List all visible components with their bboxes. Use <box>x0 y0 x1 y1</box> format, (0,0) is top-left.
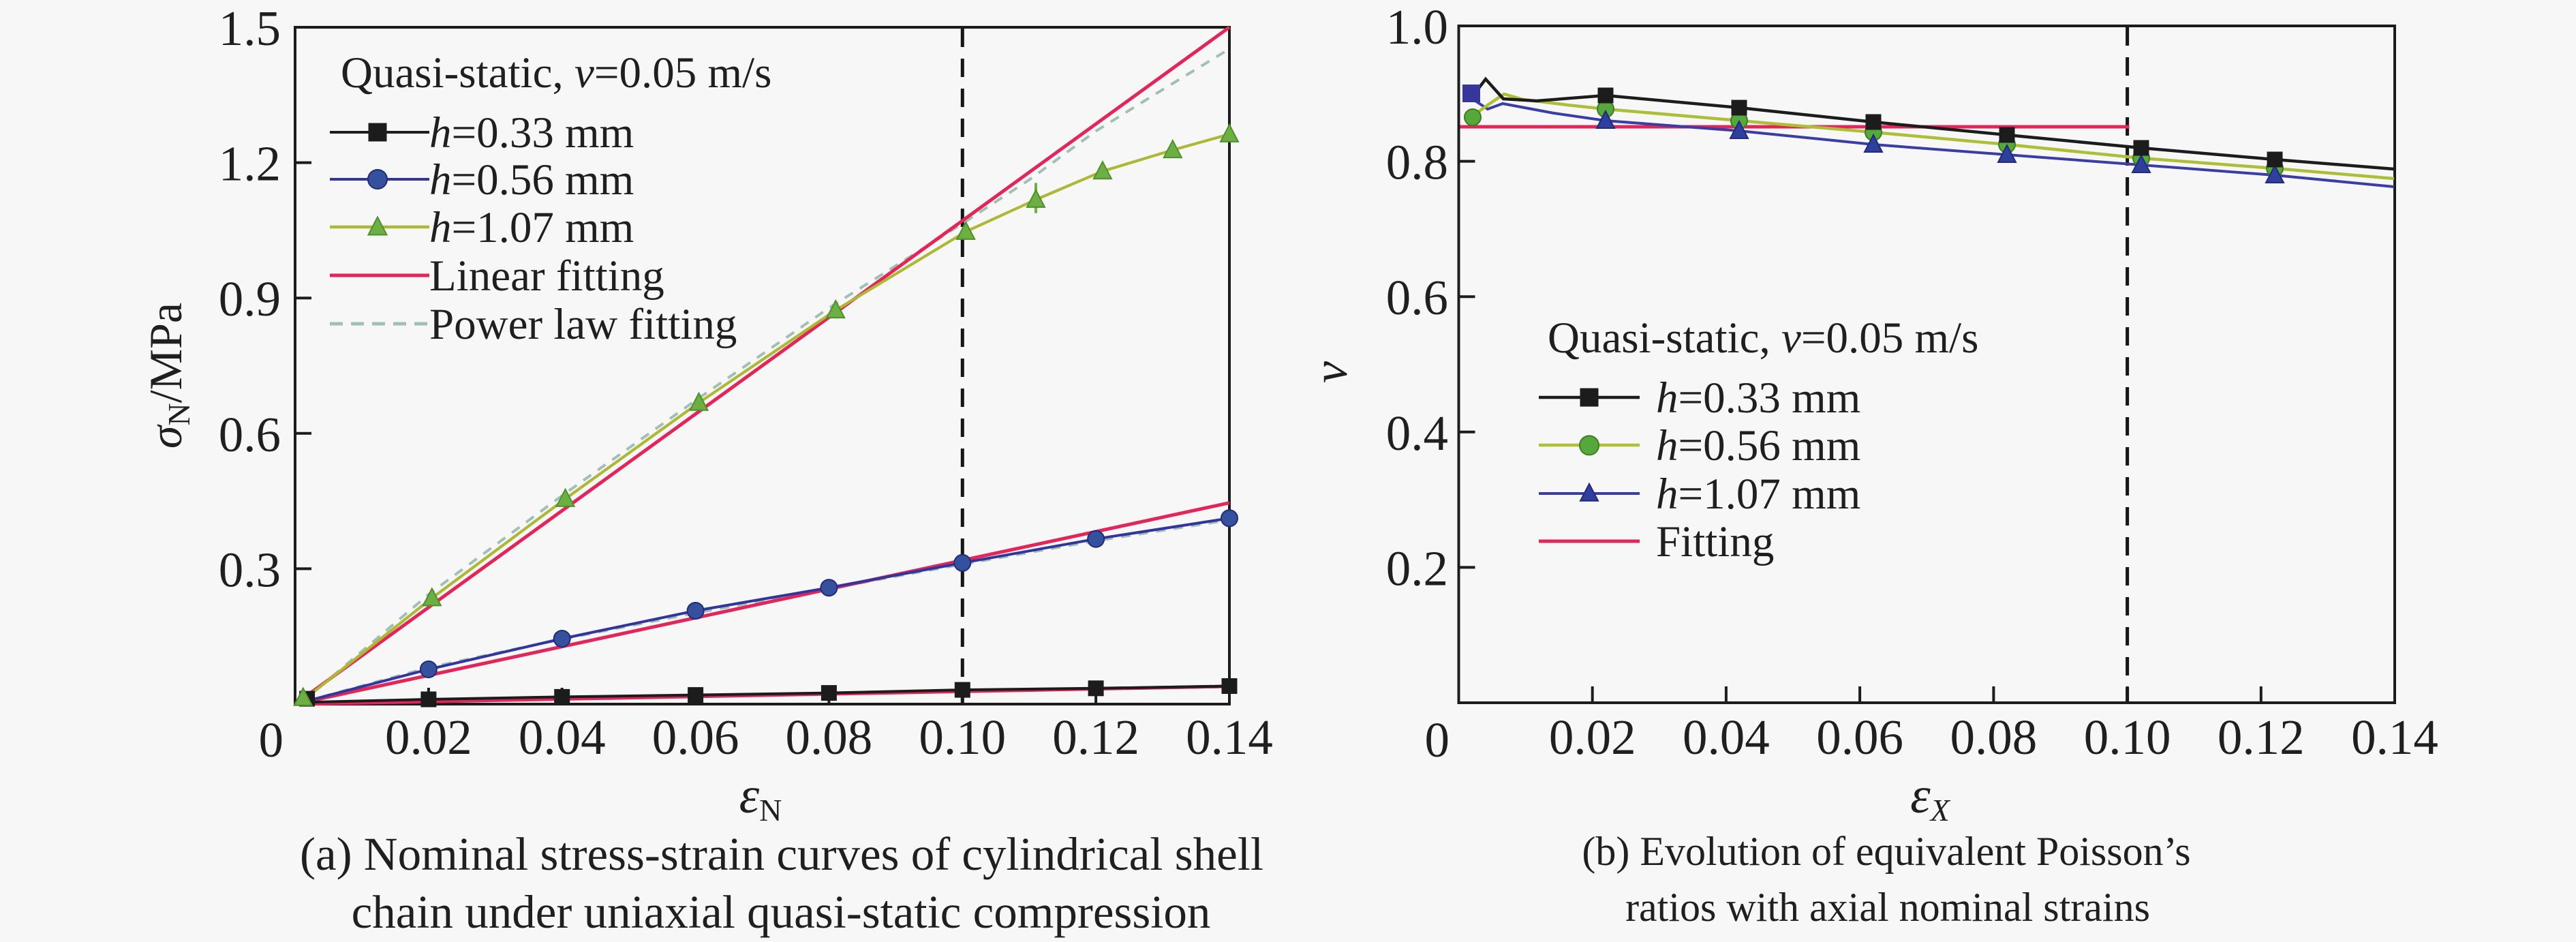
svg-text:h=0.33 mm: h=0.33 mm <box>429 108 634 157</box>
svg-text:Quasi-static, v=0.05 m/s: Quasi-static, v=0.05 m/s <box>1548 314 1978 363</box>
svg-text:0: 0 <box>259 712 284 768</box>
svg-text:0.04: 0.04 <box>519 710 606 765</box>
svg-text:0: 0 <box>1425 712 1450 768</box>
svg-text:Linear fitting: Linear fitting <box>429 252 664 301</box>
svg-text:0.08: 0.08 <box>786 710 873 765</box>
svg-text:1.0: 1.0 <box>1386 0 1448 55</box>
svg-text:0.4: 0.4 <box>1386 406 1448 461</box>
svg-text:0.14: 0.14 <box>2351 710 2438 765</box>
svg-text:εX: εX <box>1910 768 1951 827</box>
svg-text:0.12: 0.12 <box>2218 710 2305 765</box>
svg-text:0.9: 0.9 <box>219 271 281 326</box>
svg-text:0.02: 0.02 <box>385 710 472 765</box>
svg-text:0.02: 0.02 <box>1549 710 1636 765</box>
svg-text:0.6: 0.6 <box>219 407 281 462</box>
svg-text:v: v <box>1303 361 1358 383</box>
svg-text:εN: εN <box>739 768 782 827</box>
svg-text:0.08: 0.08 <box>1950 710 2038 765</box>
svg-text:0.6: 0.6 <box>1386 270 1448 325</box>
svg-text:1.2: 1.2 <box>219 136 281 192</box>
svg-text:0.04: 0.04 <box>1683 710 1770 765</box>
svg-text:h=1.07 mm: h=1.07 mm <box>429 203 634 252</box>
svg-text:0.8: 0.8 <box>1386 135 1448 190</box>
svg-text:Quasi-static, v=0.05 m/s: Quasi-static, v=0.05 m/s <box>341 48 771 97</box>
svg-text:h=0.33 mm: h=0.33 mm <box>1656 374 1860 423</box>
svg-text:0.12: 0.12 <box>1052 710 1139 765</box>
svg-text:0.14: 0.14 <box>1186 710 1273 765</box>
svg-text:h=1.07 mm: h=1.07 mm <box>1656 470 1860 519</box>
svg-text:ratios with axial nominal stra: ratios with axial nominal strains <box>1625 885 2150 930</box>
svg-text:σN/MPa: σN/MPa <box>140 303 196 449</box>
svg-text:0.10: 0.10 <box>2084 710 2171 765</box>
svg-text:chain under uniaxial quasi-sta: chain under uniaxial quasi-static compre… <box>352 886 1211 938</box>
svg-text:0.2: 0.2 <box>1386 541 1448 596</box>
svg-text:Fitting: Fitting <box>1656 517 1774 566</box>
svg-text:(b) Evolution of equivalent Po: (b) Evolution of equivalent Poisson’s <box>1582 829 2190 874</box>
svg-text:Power law fitting: Power law fitting <box>429 300 737 349</box>
svg-text:h=0.56 mm: h=0.56 mm <box>1656 421 1860 470</box>
svg-text:0.06: 0.06 <box>1816 710 1903 765</box>
svg-text:1.5: 1.5 <box>219 1 281 56</box>
svg-text:0.3: 0.3 <box>219 542 281 597</box>
svg-text:(a) Nominal stress-strain curv: (a) Nominal stress-strain curves of cyli… <box>300 828 1263 880</box>
svg-text:0.10: 0.10 <box>919 710 1006 765</box>
svg-text:h=0.56 mm: h=0.56 mm <box>429 155 634 204</box>
svg-text:0.06: 0.06 <box>652 710 739 765</box>
